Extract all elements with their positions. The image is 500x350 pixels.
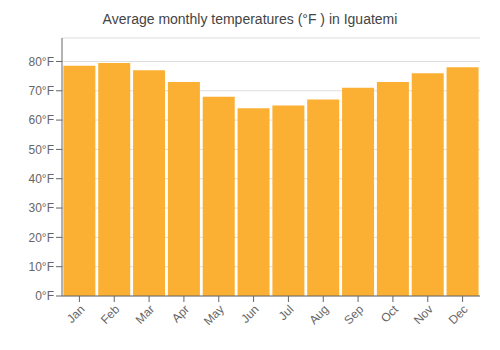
svg-text:0°F: 0°F [35,289,54,303]
svg-text:20°F: 20°F [29,231,54,245]
svg-text:10°F: 10°F [29,260,54,274]
svg-text:Nov: Nov [411,302,436,327]
svg-text:Jul: Jul [276,302,297,323]
svg-text:Jan: Jan [64,302,88,326]
svg-text:Jun: Jun [238,302,262,326]
svg-text:Apr: Apr [169,302,192,325]
svg-text:Sep: Sep [341,302,366,327]
html-text:Average monthly temperatures (: Average monthly temperatures (°F ) in Ig… [102,11,398,27]
svg-text:Mar: Mar [133,302,158,327]
svg-text:Feb: Feb [98,302,123,327]
svg-text:30°F: 30°F [29,201,54,215]
svg-text:May: May [201,302,227,328]
svg-text:40°F: 40°F [29,172,54,186]
svg-text:Aug: Aug [306,302,331,327]
svg-text:Oct: Oct [378,302,402,326]
svg-text:50°F: 50°F [29,143,54,157]
svg-text:60°F: 60°F [29,113,54,127]
svg-text:70°F: 70°F [29,84,54,98]
svg-text:80°F: 80°F [29,55,54,69]
svg-text:Dec: Dec [446,302,471,327]
